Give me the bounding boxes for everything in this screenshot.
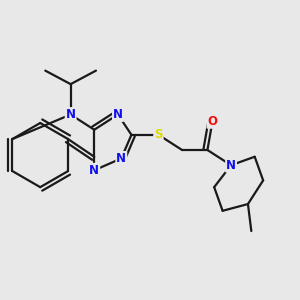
Text: O: O <box>208 115 218 128</box>
Text: N: N <box>116 152 126 165</box>
Text: N: N <box>66 108 76 121</box>
Text: S: S <box>154 128 163 141</box>
Text: N: N <box>89 164 99 177</box>
Text: N: N <box>226 159 236 172</box>
Text: N: N <box>113 108 123 121</box>
